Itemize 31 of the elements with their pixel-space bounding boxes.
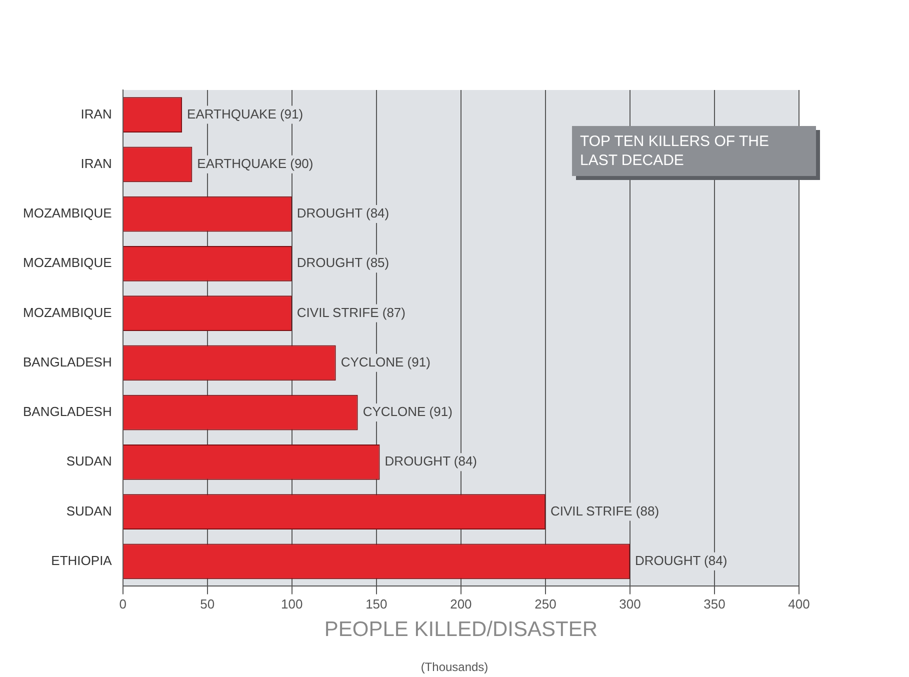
y-tick-label: ETHIOPIA [51, 552, 112, 568]
x-tick-label: 200 [450, 596, 472, 612]
y-tick-label: MOZAMBIQUE [23, 206, 112, 221]
annotation: DROUGHT (84) [384, 454, 478, 469]
y-tick-label: SUDAN [66, 503, 112, 518]
annotation: CYCLONE (91) [340, 354, 430, 370]
text: (Thousands) [420, 660, 490, 674]
annotation: DROUGHT (84) [634, 552, 728, 568]
annotation: CIVIL STRIFE (87) [296, 304, 406, 320]
annotation: DROUGHT (84) [296, 206, 390, 221]
annotation: EARTHQUAKE (91) [187, 106, 304, 122]
y-tick-label: BANGLADESH [22, 404, 112, 420]
x-axis-title: PEOPLE KILLED/DISASTER [324, 618, 598, 642]
x-tick-label: 100 [281, 596, 303, 612]
x-tick-label: 350 [704, 596, 726, 612]
annotation: CYCLONE (91) [362, 404, 452, 420]
x-tick-label: 0 [119, 596, 126, 612]
y-tick-label: BANGLADESH [22, 354, 112, 370]
y-tick-label: IRAN [80, 106, 112, 122]
x-tick-label: 300 [619, 596, 641, 612]
annotation: DROUGHT (85) [296, 255, 390, 270]
y-tick-label: MOZAMBIQUE [23, 255, 112, 270]
y-tick-label: IRAN [80, 156, 112, 172]
y-tick-label: SUDAN [66, 454, 112, 469]
y-tick-label: MOZAMBIQUE [23, 304, 112, 320]
x-tick-label: 250 [534, 596, 556, 612]
annotation: EARTHQUAKE (90) [197, 156, 314, 172]
x-tick-label: 150 [366, 596, 388, 612]
annotation: CIVIL STRIFE (88) [550, 503, 660, 518]
x-tick-label: 50 [200, 596, 215, 612]
x-tick-label: 400 [788, 596, 810, 612]
